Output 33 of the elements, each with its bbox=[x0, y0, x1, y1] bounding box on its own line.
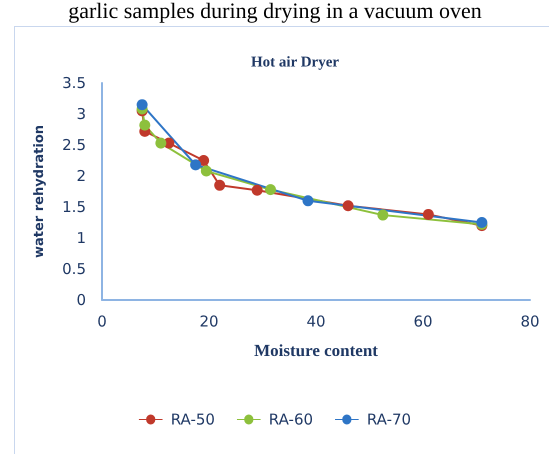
point bbox=[252, 184, 263, 196]
y-tick-label: 0 bbox=[76, 291, 86, 309]
point bbox=[136, 99, 148, 110]
x-axis-title: Moisture content bbox=[254, 341, 378, 360]
y-tick-label: 3 bbox=[76, 105, 86, 123]
point bbox=[342, 200, 354, 212]
x-tick-label: 60 bbox=[413, 312, 433, 330]
y-axis-title: water rehydration bbox=[32, 124, 47, 258]
point bbox=[214, 180, 226, 191]
point bbox=[198, 155, 210, 166]
x-tick-label: 20 bbox=[199, 312, 219, 330]
point bbox=[377, 210, 388, 221]
point bbox=[422, 208, 434, 220]
y-tick-label: 2.5 bbox=[62, 136, 86, 154]
point bbox=[190, 159, 202, 170]
point bbox=[302, 195, 314, 206]
legend-label: RA-70 bbox=[366, 410, 412, 428]
y-tick-label: 3.5 bbox=[62, 74, 86, 92]
y-tick-label: 1.5 bbox=[62, 198, 86, 216]
x-tick-label: 40 bbox=[306, 312, 326, 330]
point bbox=[155, 138, 166, 149]
x-tick-label: 0 bbox=[97, 312, 107, 330]
point bbox=[265, 184, 276, 196]
legend-label: RA-60 bbox=[268, 410, 314, 428]
x-tick-label: 80 bbox=[520, 312, 540, 330]
y-tick-label: 2 bbox=[76, 167, 86, 185]
chart-title: Hot air Dryer bbox=[250, 54, 340, 70]
y-tick-label: 0.5 bbox=[62, 260, 86, 278]
legend-label: RA-50 bbox=[170, 410, 215, 428]
text: garlic samples during drying in a vacuum oven bbox=[67, 0, 483, 23]
y-tick-label: 1 bbox=[76, 229, 86, 247]
point bbox=[139, 120, 150, 131]
point bbox=[200, 166, 212, 177]
